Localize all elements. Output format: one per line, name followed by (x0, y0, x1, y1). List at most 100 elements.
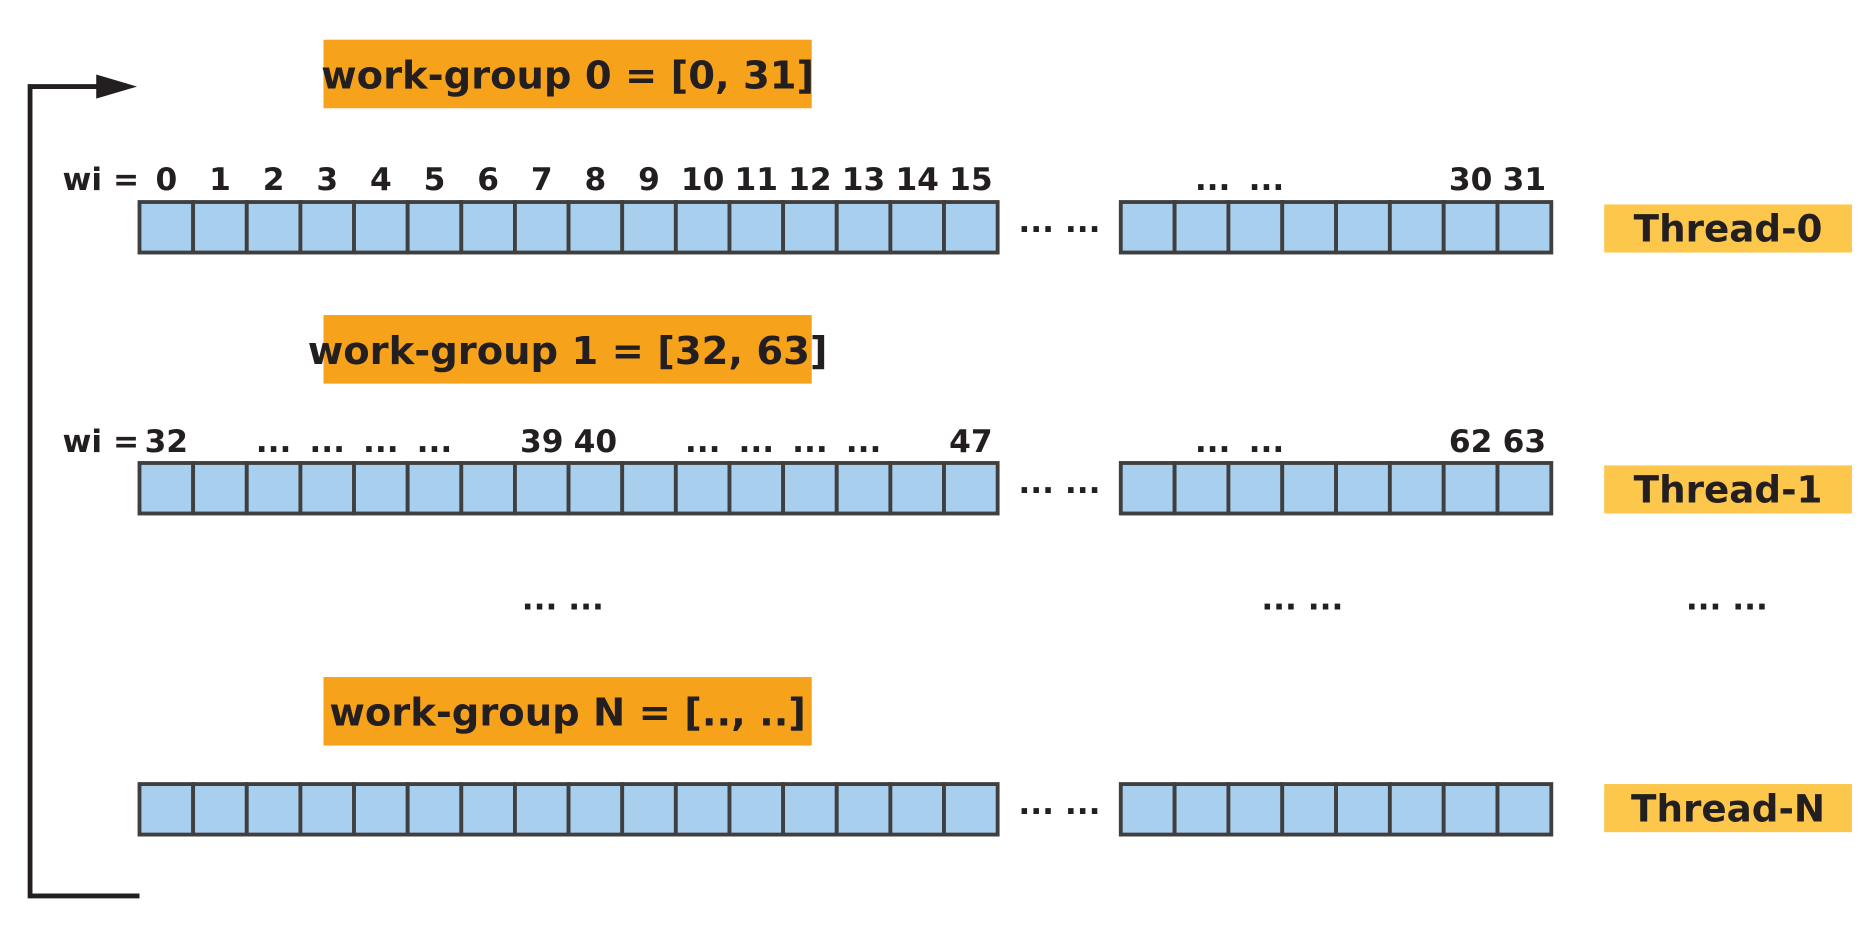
wi-index-label: ... (363, 424, 399, 460)
work-item-cell (1172, 461, 1231, 516)
wi-index-label: 2 (263, 162, 285, 198)
thread-badge (1604, 204, 1852, 253)
work-item-cell (352, 200, 410, 255)
middle-ellipsis-row: ... ... ... ... ... ... (522, 582, 1768, 618)
work-item-cell (1387, 200, 1446, 255)
work-item-cell (1495, 782, 1554, 837)
work-item-cell (566, 200, 625, 255)
work-item-cell (244, 200, 303, 255)
wi-index-label: ... (256, 424, 292, 460)
wi-index-label: ... (685, 424, 721, 460)
work-item-cell (137, 782, 196, 837)
work-item-cell (620, 782, 678, 837)
workgroup-label: work-group 0 = [0, 31] (321, 53, 814, 98)
work-item-cell (1441, 782, 1500, 837)
workgroup-banner (323, 39, 812, 109)
gap-ellipsis: ... ... (1018, 786, 1100, 822)
work-item-cell (942, 461, 1000, 516)
workgroup-row: work-group 1 = [32, 63] wi = 32...........… (63, 315, 1852, 516)
work-item-cell (352, 461, 410, 516)
work-item-cell (513, 461, 571, 516)
thread-badge (1604, 465, 1852, 514)
wi-index-label: 31 (1503, 162, 1547, 198)
work-item-cell (566, 461, 625, 516)
work-item-cell (834, 461, 893, 516)
workgroup-banner (323, 677, 812, 746)
wi-index-label: ... (1249, 424, 1285, 460)
work-item-cell (727, 461, 786, 516)
wi-index-label: 40 (574, 424, 618, 460)
work-item-cell (244, 461, 303, 516)
work-item-cell (1118, 461, 1177, 516)
work-item-cell (1226, 782, 1285, 837)
wi-index-label: 30 (1449, 162, 1493, 198)
work-item-cell (459, 782, 517, 837)
wi-index-label: 8 (585, 162, 607, 198)
wi-index-label: 13 (842, 162, 886, 198)
work-item-block-left (137, 200, 1000, 255)
thread-label: Thread-N (1631, 786, 1825, 830)
work-item-cell (1441, 200, 1500, 255)
wi-index-label: 32 (145, 424, 189, 460)
work-item-cell (1280, 200, 1338, 255)
wi-index-label: 63 (1503, 424, 1547, 460)
loop-back-line (27, 84, 140, 899)
work-item-cell (1226, 461, 1285, 516)
wi-index-label: 12 (788, 162, 832, 198)
work-item-cell (888, 782, 946, 837)
wi-index-label: ... (846, 424, 882, 460)
work-item-cell (1118, 782, 1177, 837)
work-item-cell (1387, 782, 1446, 837)
work-item-cell (1172, 200, 1231, 255)
vertical-continuation-ellipsis: ... ... (1261, 582, 1343, 618)
wi-index-label: 15 (949, 162, 993, 198)
wi-index-label: ... (1195, 424, 1231, 460)
work-item-cell (781, 200, 839, 255)
work-item-cell (673, 782, 732, 837)
wi-index-label: 3 (316, 162, 338, 198)
vertical-continuation-ellipsis: ... ... (1686, 582, 1768, 618)
work-item-cell (298, 461, 356, 516)
work-item-cell (1226, 200, 1285, 255)
work-item-cell (244, 782, 303, 837)
wi-index-label: 11 (735, 162, 779, 198)
gap-ellipsis: ... ... (1018, 204, 1100, 240)
work-item-block-left (137, 461, 1000, 516)
work-item-cell (673, 461, 732, 516)
work-item-cell (1172, 782, 1231, 837)
wi-index-label: 10 (681, 162, 725, 198)
work-item-cell (620, 200, 678, 255)
work-item-cell (1441, 461, 1500, 516)
work-item-cell (673, 200, 732, 255)
work-item-cell (1495, 200, 1554, 255)
wi-index-label: 5 (424, 162, 446, 198)
wi-index-label: 7 (531, 162, 553, 198)
work-item-cell (352, 782, 410, 837)
arrow-head-icon (96, 74, 138, 99)
loop-back-arrow-icon (27, 74, 140, 899)
thread-label: Thread-1 (1634, 468, 1823, 512)
wi-index-label: 39 (520, 424, 564, 460)
vertical-continuation-ellipsis: ... ... (522, 582, 604, 618)
work-item-cell (513, 782, 571, 837)
work-item-cell (1280, 461, 1338, 516)
work-item-cell (834, 782, 893, 837)
wi-index-label: 47 (949, 424, 993, 460)
work-item-cell (942, 200, 1000, 255)
work-item-cell (137, 200, 196, 255)
work-item-cell (191, 200, 249, 255)
work-item-cell (727, 782, 786, 837)
work-item-cell (137, 461, 196, 516)
wi-index-label: 62 (1449, 424, 1493, 460)
work-item-cell (1334, 200, 1392, 255)
workgroup-label: work-group 1 = [32, 63] (308, 329, 828, 374)
work-item-cell (1118, 200, 1177, 255)
work-item-cell (513, 200, 571, 255)
thread-label: Thread-0 (1634, 207, 1823, 251)
wi-index-label: 1 (209, 162, 231, 198)
wi-index-label: ... (309, 424, 345, 460)
work-item-cell (459, 200, 517, 255)
gap-ellipsis: ... ... (1018, 465, 1100, 501)
thread-badge (1604, 784, 1852, 833)
